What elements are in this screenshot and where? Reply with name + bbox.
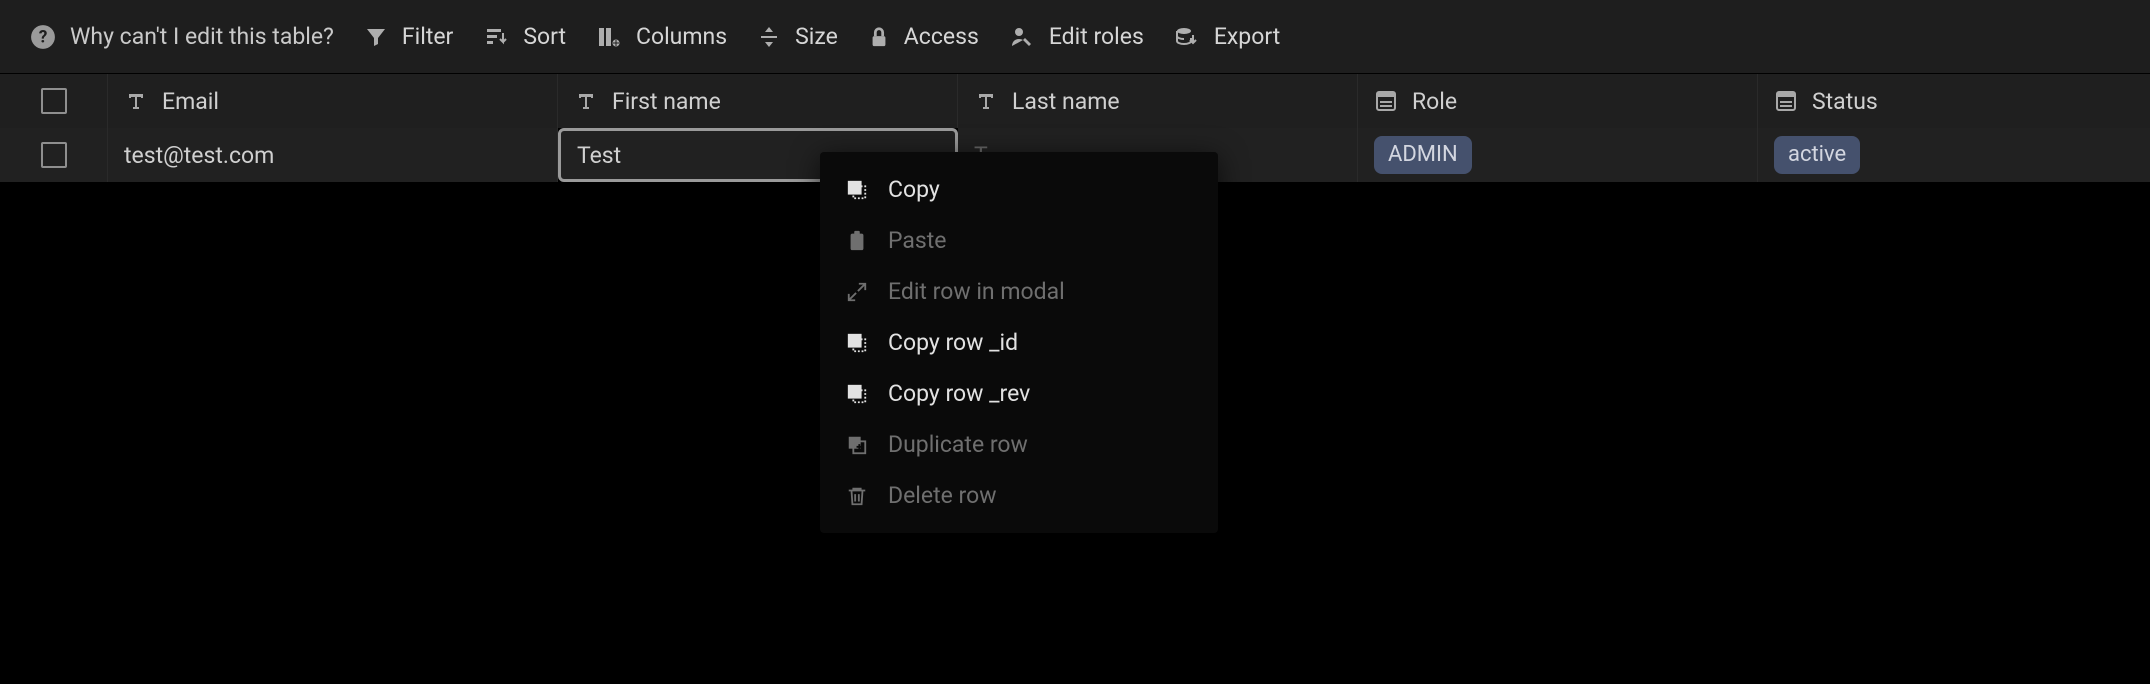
role-badge: ADMIN <box>1374 136 1472 175</box>
menu-edit-modal-label: Edit row in modal <box>888 278 1065 305</box>
text-type-icon <box>974 89 998 113</box>
copy-icon <box>844 381 870 407</box>
export-icon <box>1174 25 1200 49</box>
edit-hint[interactable]: ? Why can't I edit this table? <box>30 23 334 50</box>
expand-icon <box>844 279 870 305</box>
options-type-icon <box>1774 89 1798 113</box>
menu-delete-label: Delete row <box>888 482 996 509</box>
filter-button[interactable]: Filter <box>364 23 453 50</box>
header-first-name-label: First name <box>612 88 721 115</box>
edit-roles-icon <box>1009 25 1035 49</box>
menu-edit-modal: Edit row in modal <box>820 266 1218 317</box>
menu-duplicate-label: Duplicate row <box>888 431 1028 458</box>
header-last-name[interactable]: Last name <box>958 74 1358 128</box>
size-label: Size <box>795 23 838 50</box>
header-email[interactable]: Email <box>108 74 558 128</box>
context-menu: Copy Paste Edit row in modal Copy row _i… <box>820 152 1218 533</box>
size-button[interactable]: Size <box>757 23 838 50</box>
menu-copy-rev[interactable]: Copy row _rev <box>820 368 1218 419</box>
text-type-icon <box>124 89 148 113</box>
duplicate-icon <box>844 432 870 458</box>
menu-paste-label: Paste <box>888 227 947 254</box>
export-label: Export <box>1214 23 1280 50</box>
row-checkbox-cell[interactable] <box>0 128 108 182</box>
columns-label: Columns <box>636 23 727 50</box>
menu-copy[interactable]: Copy <box>820 164 1218 215</box>
sort-button[interactable]: Sort <box>483 23 566 50</box>
header-first-name[interactable]: First name <box>558 74 958 128</box>
menu-delete: Delete row <box>820 470 1218 521</box>
edit-roles-label: Edit roles <box>1049 23 1144 50</box>
menu-paste: Paste <box>820 215 1218 266</box>
select-all-checkbox[interactable] <box>41 88 67 114</box>
options-type-icon <box>1374 89 1398 113</box>
columns-button[interactable]: Columns <box>596 23 727 50</box>
cell-first-name-value: Test <box>577 142 621 169</box>
menu-copy-label: Copy <box>888 176 940 203</box>
menu-duplicate: Duplicate row <box>820 419 1218 470</box>
sort-label: Sort <box>523 23 566 50</box>
size-icon <box>757 25 781 49</box>
cell-role[interactable]: ADMIN <box>1358 128 1758 182</box>
status-badge: active <box>1774 136 1860 175</box>
copy-icon <box>844 330 870 356</box>
header-role[interactable]: Role <box>1358 74 1758 128</box>
header-email-label: Email <box>162 88 219 115</box>
copy-icon <box>844 177 870 203</box>
sort-icon <box>483 25 509 49</box>
filter-icon <box>364 25 388 49</box>
header-checkbox-cell[interactable] <box>0 74 108 128</box>
access-button[interactable]: Access <box>868 23 979 50</box>
table-toolbar: ? Why can't I edit this table? Filter So… <box>0 0 2150 74</box>
access-label: Access <box>904 23 979 50</box>
row-checkbox[interactable] <box>41 142 67 168</box>
svg-text:?: ? <box>39 27 48 47</box>
header-last-name-label: Last name <box>1012 88 1120 115</box>
paste-icon <box>844 228 870 254</box>
header-role-label: Role <box>1412 88 1457 115</box>
filter-label: Filter <box>402 23 453 50</box>
cell-status[interactable]: active <box>1758 128 2150 182</box>
lock-icon <box>868 25 890 49</box>
edit-hint-label: Why can't I edit this table? <box>70 23 334 50</box>
menu-copy-rev-label: Copy row _rev <box>888 380 1030 407</box>
edit-roles-button[interactable]: Edit roles <box>1009 23 1144 50</box>
header-status-label: Status <box>1812 88 1878 115</box>
cell-email[interactable]: test@test.com <box>108 128 558 182</box>
help-icon: ? <box>30 24 56 50</box>
cell-email-value: test@test.com <box>124 142 274 169</box>
trash-icon <box>844 483 870 509</box>
text-type-icon <box>574 89 598 113</box>
columns-icon <box>596 25 622 49</box>
header-status[interactable]: Status <box>1758 74 2150 128</box>
menu-copy-id-label: Copy row _id <box>888 329 1018 356</box>
menu-copy-id[interactable]: Copy row _id <box>820 317 1218 368</box>
export-button[interactable]: Export <box>1174 23 1280 50</box>
